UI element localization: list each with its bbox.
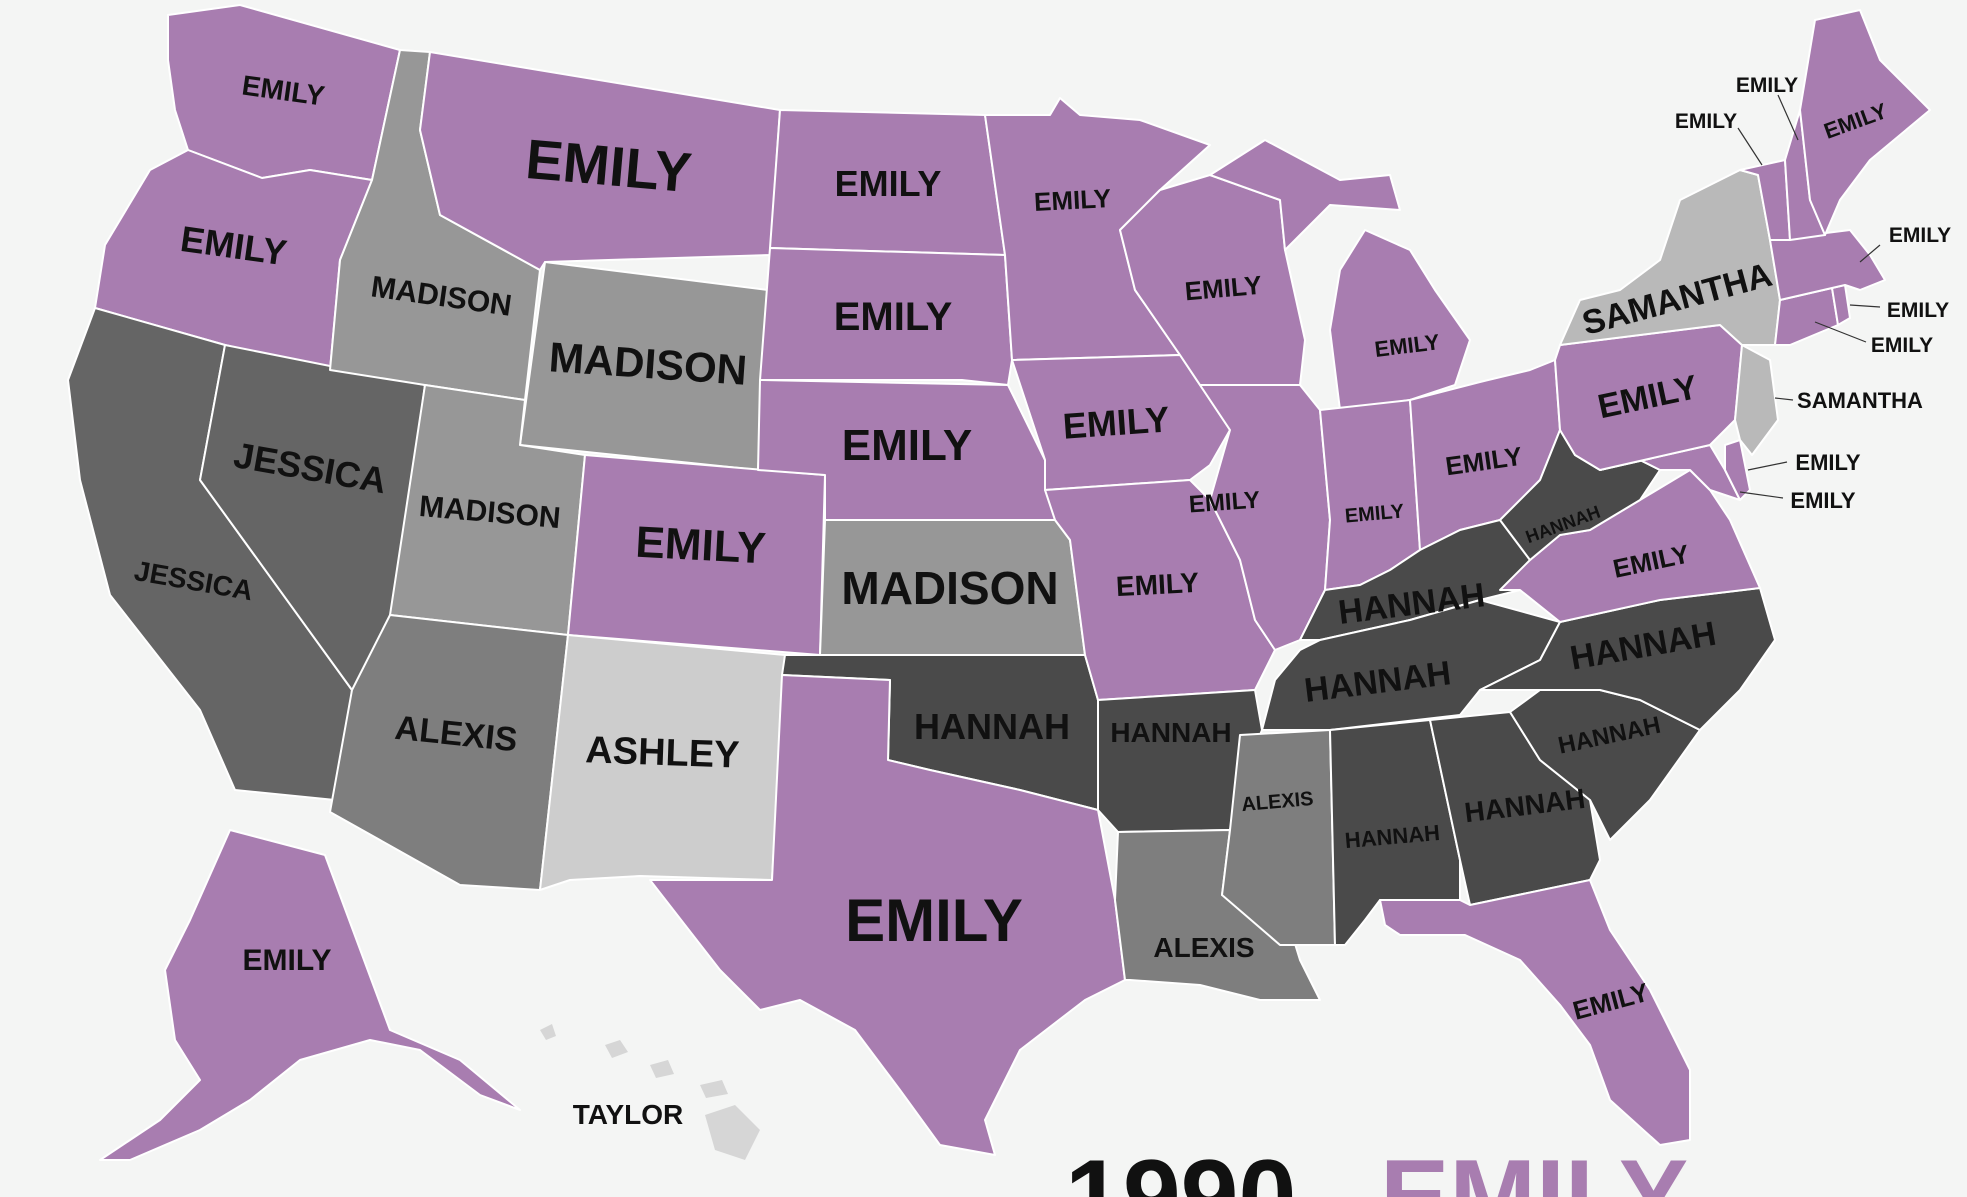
state-hi xyxy=(540,1024,760,1160)
leader-nh xyxy=(1777,94,1799,141)
label-mt: EMILY xyxy=(523,127,694,204)
label-nj: SAMANTHA xyxy=(1797,388,1923,413)
label-in: EMILY xyxy=(1344,500,1406,527)
label-ne: EMILY xyxy=(842,421,972,470)
label-il: EMILY xyxy=(1188,487,1261,519)
leader-ri xyxy=(1849,304,1881,308)
state-nc xyxy=(1479,587,1776,731)
leader-de xyxy=(1747,461,1788,471)
label-ok: HANNAH xyxy=(914,706,1070,747)
label-nm: ASHLEY xyxy=(585,729,741,776)
state-wi xyxy=(1119,174,1306,386)
label-la: ALEXIS xyxy=(1153,932,1254,963)
leader-ct xyxy=(1814,321,1867,343)
label-de: EMILY xyxy=(1795,450,1861,475)
state-tx xyxy=(649,674,1126,1156)
label-ar: HANNAH xyxy=(1110,717,1231,748)
label-md: EMILY xyxy=(1790,488,1856,513)
footer-name: EMILY xyxy=(1380,1139,1688,1197)
state-nj xyxy=(1734,344,1779,456)
state-tn xyxy=(1261,599,1561,731)
leader-ma xyxy=(1859,244,1881,263)
label-hi: TAYLOR xyxy=(573,1099,683,1130)
label-mo: EMILY xyxy=(1115,567,1200,602)
label-ct: EMILY xyxy=(1871,334,1933,357)
leader-vt xyxy=(1737,127,1763,166)
label-nd: EMILY xyxy=(835,163,942,204)
label-tx: EMILY xyxy=(845,887,1023,954)
state-ma xyxy=(1769,229,1886,301)
label-vt: EMILY xyxy=(1675,110,1737,133)
leader-nj xyxy=(1774,397,1794,401)
state-mo xyxy=(1044,479,1276,701)
label-ma: EMILY xyxy=(1889,224,1951,247)
footer-year: 1990 xyxy=(1065,1139,1296,1197)
state-il xyxy=(1199,384,1331,651)
label-wi: EMILY xyxy=(1184,270,1263,307)
state-ak xyxy=(99,829,521,1161)
label-ak: EMILY xyxy=(243,944,332,977)
label-co: EMILY xyxy=(634,518,767,574)
state-md xyxy=(1599,444,1741,501)
label-sd: EMILY xyxy=(834,295,953,339)
label-mn: EMILY xyxy=(1033,183,1112,217)
state-fl xyxy=(1379,879,1691,1146)
state-mi-up xyxy=(1209,139,1401,251)
leader-md xyxy=(1739,491,1784,499)
state-de xyxy=(1724,439,1751,501)
state-vt xyxy=(1739,159,1791,241)
label-ks: MADISON xyxy=(841,562,1058,614)
label-nh: EMILY xyxy=(1736,74,1798,97)
state-me xyxy=(1799,9,1931,236)
state-mi xyxy=(1329,229,1471,411)
label-ri: EMILY xyxy=(1887,299,1949,322)
label-ia: EMILY xyxy=(1061,398,1170,446)
